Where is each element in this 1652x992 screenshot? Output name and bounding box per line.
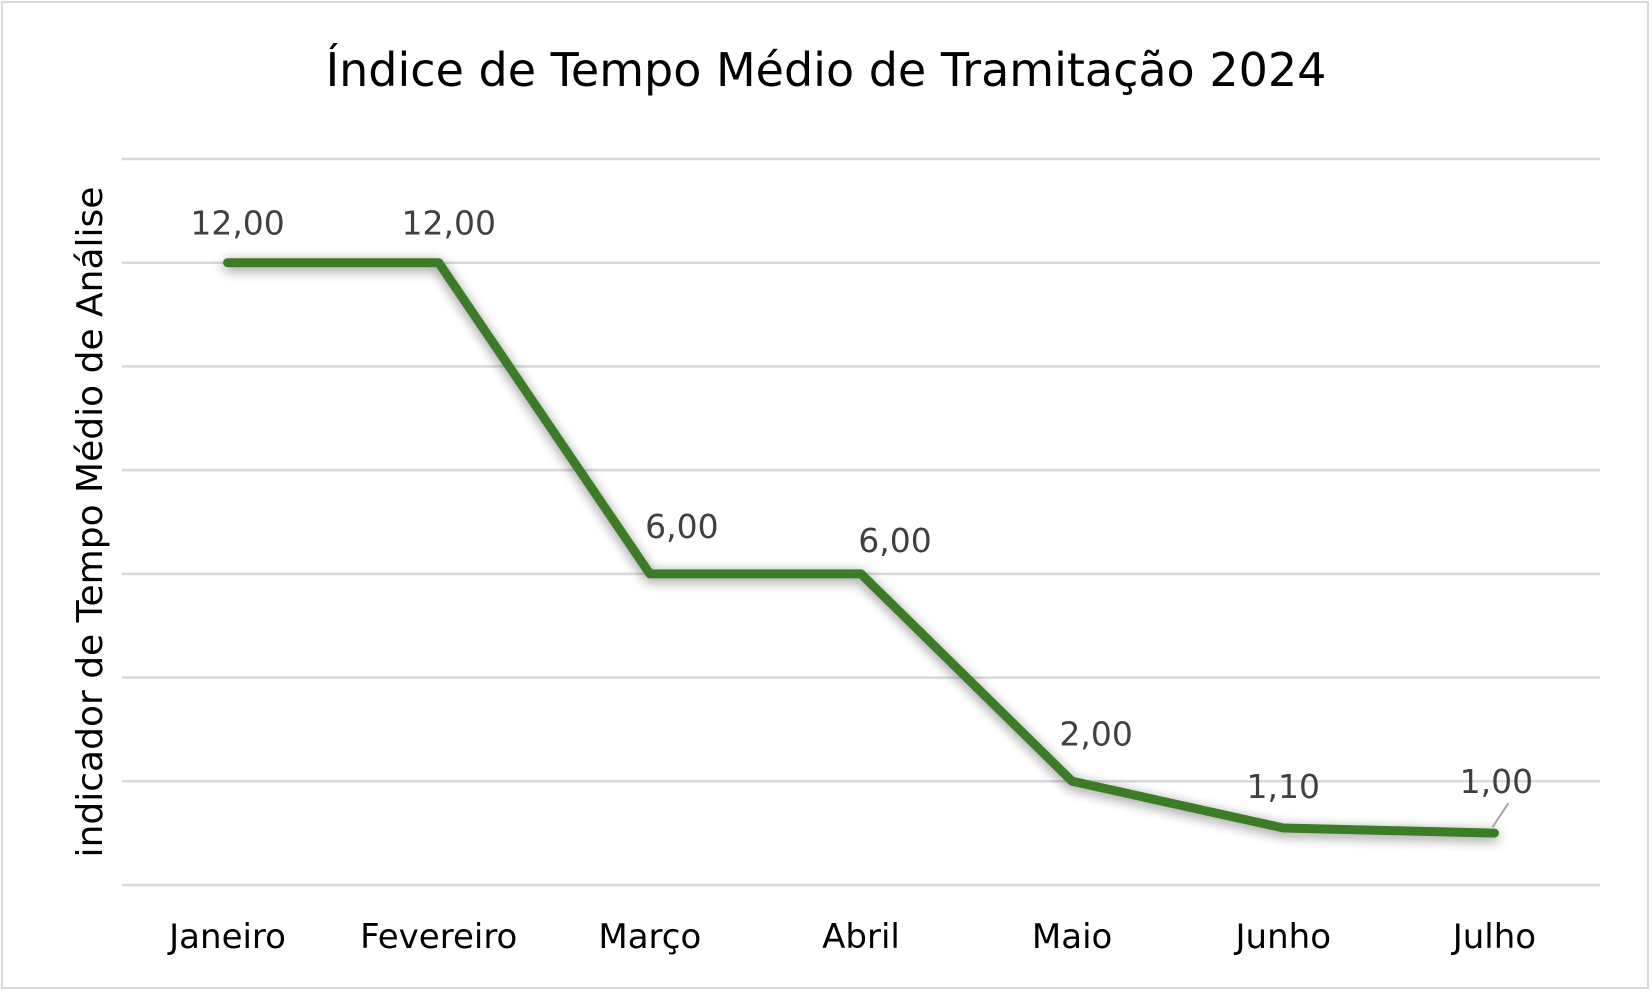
x-tick-label: Maio: [1032, 917, 1112, 957]
x-tick-label: Janeiro: [167, 917, 286, 957]
data-label: 12,00: [401, 204, 495, 243]
x-tick-label: Junho: [1234, 917, 1331, 957]
data-label: 1,00: [1460, 762, 1533, 801]
series-line-group: [223, 258, 1499, 838]
data-label: 6,00: [858, 521, 931, 560]
data-labels: 12,00 12,00 6,00 6,00 2,00 1,10 1,00: [190, 204, 1533, 828]
data-label: 2,00: [1059, 714, 1132, 753]
x-tick-label: Abril: [822, 917, 900, 957]
data-label: 12,00: [190, 204, 284, 243]
chart-title: Índice de Tempo Médio de Tramitação 2024: [326, 43, 1327, 97]
x-tick-label: Fevereiro: [360, 917, 517, 957]
x-axis-ticks: Janeiro Fevereiro Março Abril Maio Junho Julho: [167, 917, 1536, 957]
gridlines: [122, 157, 1600, 887]
x-tick-label: Julho: [1451, 917, 1536, 957]
data-label: 1,10: [1247, 767, 1320, 806]
data-label: 6,00: [645, 507, 718, 546]
x-tick-label: Março: [598, 917, 701, 957]
y-axis-label: indicador de Tempo Médio de Análise: [70, 187, 111, 858]
data-label-leader: [1491, 802, 1510, 828]
